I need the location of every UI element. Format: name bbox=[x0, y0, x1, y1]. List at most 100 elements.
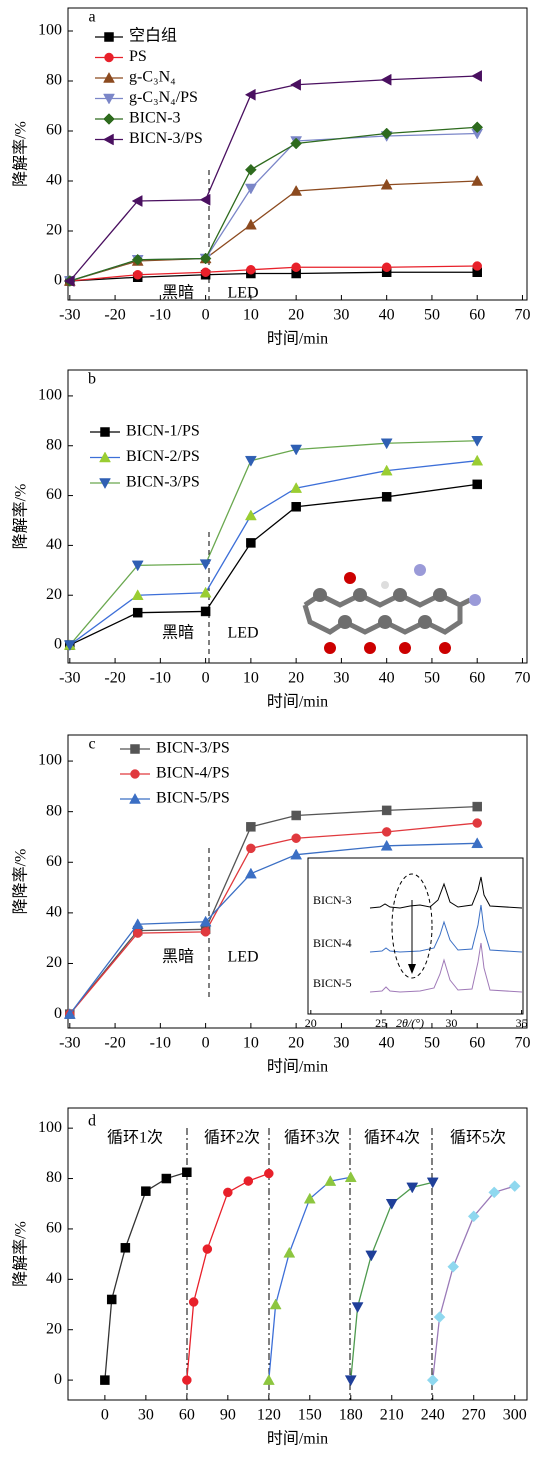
marker bbox=[473, 819, 482, 828]
y-axis-label: 降降率/% bbox=[12, 849, 30, 915]
x-tick-label: -10 bbox=[150, 1035, 171, 1052]
marker bbox=[133, 270, 142, 279]
y-tick-label: 60 bbox=[46, 486, 62, 503]
x-tick-label: 60 bbox=[179, 1407, 195, 1424]
x-tick-label: 60 bbox=[469, 670, 485, 687]
marker bbox=[407, 1183, 418, 1193]
marker bbox=[133, 608, 142, 617]
x-tick-label: 70 bbox=[514, 307, 530, 324]
y-tick-label: 60 bbox=[46, 1220, 62, 1237]
marker bbox=[292, 811, 301, 820]
x-axis-label: 时间/min bbox=[267, 1430, 328, 1448]
x-tick-label: -20 bbox=[104, 670, 125, 687]
inset-curve-label: BICN-5 bbox=[313, 976, 352, 990]
legend-label: BICN-3/PS bbox=[126, 474, 200, 491]
marker bbox=[264, 1169, 273, 1178]
x-tick-label: 300 bbox=[503, 1407, 527, 1424]
series-line bbox=[105, 1172, 187, 1380]
marker bbox=[473, 262, 482, 271]
x-tick-label: 0 bbox=[202, 307, 210, 324]
marker bbox=[270, 1299, 281, 1309]
atom bbox=[378, 615, 392, 629]
y-tick-label: 0 bbox=[54, 1005, 62, 1022]
x-tick-label: 150 bbox=[298, 1407, 322, 1424]
atom bbox=[344, 572, 356, 584]
marker bbox=[131, 770, 140, 779]
y-axis-label: 降解率/% bbox=[12, 484, 30, 550]
y-tick-label: 60 bbox=[46, 122, 62, 139]
inset-curve-label: BICN-4 bbox=[313, 936, 352, 950]
legend-label: BICN-3/PS bbox=[156, 740, 230, 757]
marker bbox=[245, 89, 255, 100]
x-tick-label: 50 bbox=[424, 307, 440, 324]
y-tick-label: 0 bbox=[54, 1371, 62, 1388]
series-line bbox=[70, 181, 477, 281]
marker bbox=[121, 1243, 130, 1252]
legend-label: g-C₃N₄ bbox=[129, 69, 176, 86]
series-line bbox=[187, 1174, 269, 1381]
y-tick-label: 80 bbox=[46, 1169, 62, 1186]
x-tick-label: 0 bbox=[202, 1035, 210, 1052]
legend-label: BICN-5/PS bbox=[156, 790, 230, 807]
marker bbox=[292, 834, 301, 843]
atom bbox=[338, 615, 352, 629]
x-tick-label: 10 bbox=[243, 1035, 259, 1052]
marker bbox=[381, 128, 392, 139]
atom bbox=[418, 615, 432, 629]
atom bbox=[393, 588, 407, 602]
atom bbox=[399, 642, 411, 654]
marker bbox=[105, 33, 114, 42]
marker bbox=[101, 428, 110, 437]
panel-label: a bbox=[88, 9, 95, 26]
marker bbox=[104, 114, 115, 125]
x-tick-label: -30 bbox=[59, 1035, 80, 1052]
x-axis-label: 时间/min bbox=[267, 1058, 328, 1076]
x-tick-label: 30 bbox=[333, 1035, 349, 1052]
annotation: LED bbox=[227, 285, 258, 302]
marker bbox=[246, 844, 255, 853]
marker bbox=[201, 607, 210, 616]
x-tick-label: -30 bbox=[59, 307, 80, 324]
y-tick-label: 40 bbox=[46, 172, 62, 189]
x-tick-label: 0 bbox=[202, 670, 210, 687]
marker bbox=[201, 268, 210, 277]
atom bbox=[433, 588, 447, 602]
panel-label: d bbox=[88, 1113, 96, 1130]
atom bbox=[469, 594, 481, 606]
inset-x-tick-label: 20 bbox=[305, 1016, 317, 1030]
legend-label: BICN-3 bbox=[129, 110, 181, 127]
x-tick-label: 30 bbox=[333, 670, 349, 687]
marker bbox=[200, 194, 210, 205]
x-tick-label: 30 bbox=[138, 1407, 154, 1424]
atom bbox=[353, 588, 367, 602]
marker bbox=[263, 1375, 274, 1385]
y-tick-label: 80 bbox=[46, 802, 62, 819]
legend-label: BICN-2/PS bbox=[126, 448, 200, 465]
x-tick-label: 40 bbox=[379, 1035, 395, 1052]
marker bbox=[182, 1376, 191, 1385]
marker bbox=[382, 806, 391, 815]
y-tick-label: 40 bbox=[46, 536, 62, 553]
cycle-label: 循环3次 bbox=[284, 1129, 340, 1147]
annotation: 黑暗 bbox=[162, 948, 194, 966]
inset-x-tick-label: 35 bbox=[516, 1016, 528, 1030]
x-tick-label: -30 bbox=[59, 670, 80, 687]
x-tick-label: 30 bbox=[333, 307, 349, 324]
x-tick-label: 70 bbox=[514, 1035, 530, 1052]
x-tick-label: 120 bbox=[257, 1407, 281, 1424]
marker bbox=[141, 1187, 150, 1196]
marker bbox=[472, 455, 483, 465]
marker bbox=[434, 1312, 445, 1323]
marker bbox=[104, 134, 114, 145]
marker bbox=[345, 1376, 356, 1386]
marker bbox=[245, 219, 256, 229]
x-tick-label: 60 bbox=[469, 1035, 485, 1052]
marker bbox=[245, 510, 256, 520]
x-tick-label: 180 bbox=[339, 1407, 363, 1424]
y-tick-label: 100 bbox=[38, 752, 62, 769]
x-tick-label: 10 bbox=[243, 670, 259, 687]
cycle-label: 循环5次 bbox=[450, 1129, 506, 1147]
atom bbox=[364, 642, 376, 654]
x-tick-label: 270 bbox=[462, 1407, 486, 1424]
legend-label: g-C₃N₄/PS bbox=[129, 89, 198, 106]
